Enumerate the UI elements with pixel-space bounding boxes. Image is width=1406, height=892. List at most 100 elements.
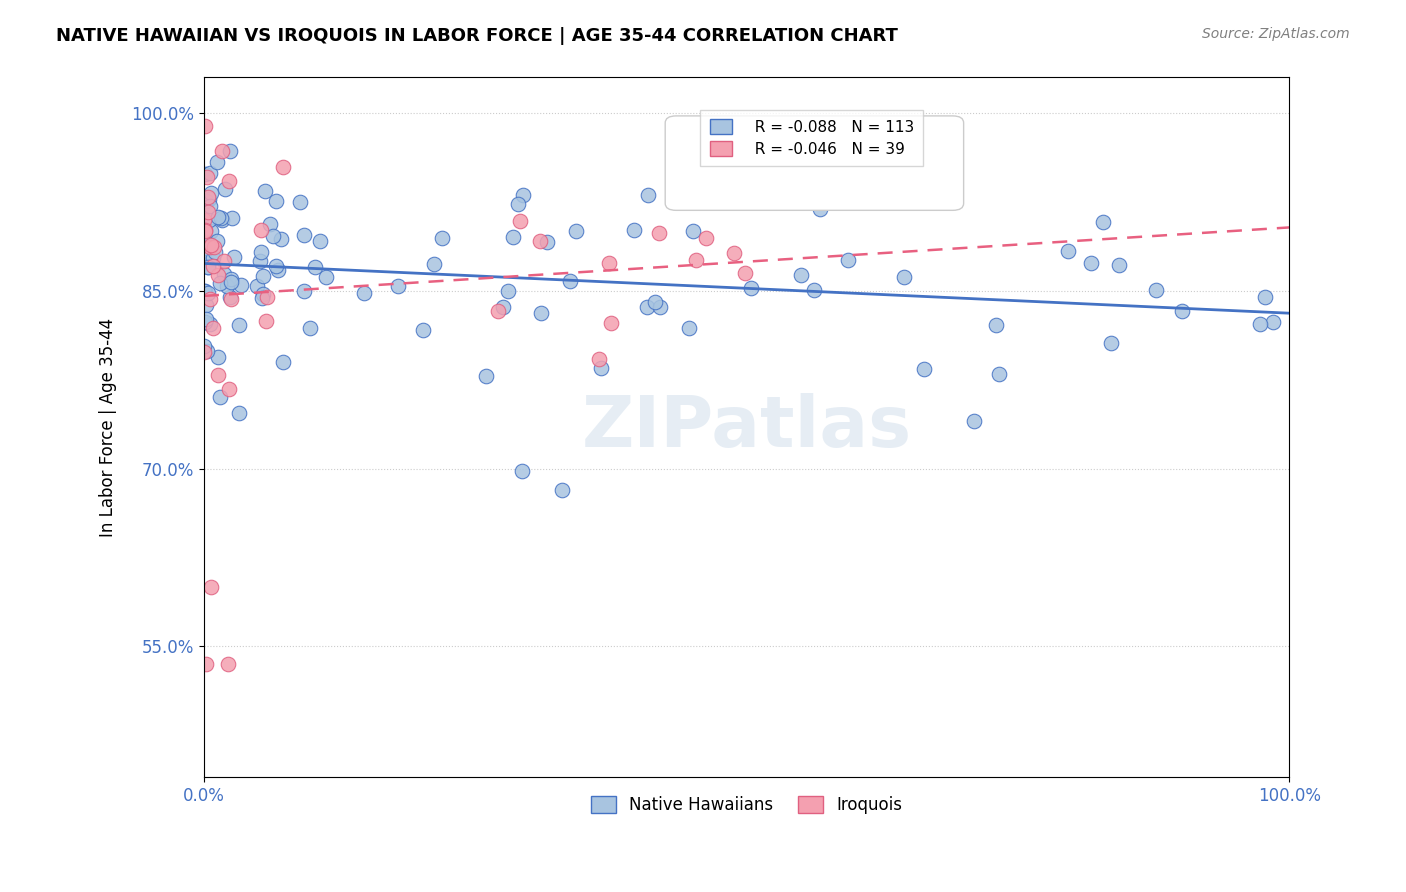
- Point: [637, 187, 659, 202]
- Point: [198, 240, 221, 254]
- Point: [219, 272, 242, 286]
- Point: [430, 230, 453, 244]
- Point: [231, 278, 253, 293]
- Point: [221, 211, 243, 225]
- Point: [912, 362, 935, 376]
- Point: [682, 224, 704, 238]
- Point: [309, 234, 332, 248]
- Point: [195, 312, 218, 326]
- Point: [252, 286, 274, 301]
- Point: [250, 244, 273, 259]
- Point: [200, 166, 222, 180]
- Point: [256, 290, 278, 304]
- Point: [266, 194, 288, 208]
- Point: [270, 232, 292, 246]
- Point: [197, 235, 219, 250]
- Point: [984, 318, 1007, 332]
- Point: [644, 295, 666, 310]
- Point: [492, 300, 515, 314]
- Point: [211, 144, 233, 158]
- Point: [253, 184, 276, 198]
- Point: [197, 260, 219, 275]
- Point: [496, 284, 519, 298]
- Point: [387, 279, 409, 293]
- Point: [197, 237, 219, 252]
- Point: [353, 285, 375, 300]
- Point: [201, 321, 224, 335]
- Point: [202, 240, 225, 254]
- Point: [1263, 315, 1285, 329]
- Point: [264, 259, 287, 273]
- Point: [600, 317, 623, 331]
- Point: [194, 194, 217, 208]
- Point: [512, 187, 534, 202]
- Point: [685, 252, 707, 267]
- Point: [740, 281, 762, 295]
- Point: [273, 160, 295, 174]
- Legend: Native Hawaiians, Iroquois: Native Hawaiians, Iroquois: [581, 787, 912, 824]
- Point: [1171, 304, 1194, 318]
- Point: [589, 360, 612, 375]
- Point: [218, 145, 240, 159]
- Point: [252, 268, 274, 283]
- Y-axis label: In Labor Force | Age 35-44: In Labor Force | Age 35-44: [100, 318, 117, 537]
- Point: [636, 300, 658, 314]
- Point: [200, 186, 222, 200]
- Point: [200, 580, 222, 594]
- Point: [558, 274, 581, 288]
- Point: [509, 214, 531, 228]
- Point: [208, 276, 231, 290]
- Point: [207, 210, 229, 224]
- Point: [195, 255, 218, 269]
- Point: [193, 120, 215, 134]
- Point: [204, 244, 226, 259]
- Point: [212, 254, 235, 268]
- Point: [288, 194, 311, 209]
- Point: [259, 217, 281, 231]
- Point: [193, 339, 215, 353]
- Point: [194, 315, 217, 329]
- Point: [588, 352, 610, 367]
- Point: [1092, 215, 1115, 229]
- Point: [486, 304, 509, 318]
- Point: [222, 250, 245, 264]
- Point: [423, 257, 446, 271]
- Point: [193, 284, 215, 298]
- Point: [695, 231, 717, 245]
- Point: [728, 176, 751, 190]
- Point: [1254, 290, 1277, 304]
- Point: [292, 285, 315, 299]
- Point: [193, 252, 215, 266]
- Point: [205, 234, 228, 248]
- Point: [197, 260, 219, 274]
- Point: [837, 252, 859, 267]
- Point: [200, 237, 222, 252]
- Point: [197, 286, 219, 301]
- Point: [228, 406, 250, 420]
- Point: [194, 657, 217, 672]
- Text: Source: ZipAtlas.com: Source: ZipAtlas.com: [1202, 27, 1350, 41]
- Point: [197, 212, 219, 227]
- Point: [193, 345, 215, 359]
- Point: [212, 267, 235, 281]
- Point: [200, 199, 222, 213]
- Point: [1057, 244, 1080, 259]
- Point: [299, 321, 322, 335]
- Point: [201, 259, 224, 273]
- Point: [217, 657, 239, 672]
- Point: [412, 323, 434, 337]
- Point: [209, 211, 232, 225]
- Point: [623, 223, 645, 237]
- Point: [1249, 317, 1271, 331]
- Point: [205, 154, 228, 169]
- Point: [218, 382, 240, 396]
- Point: [211, 213, 233, 227]
- Point: [207, 350, 229, 364]
- Point: [678, 320, 700, 334]
- Point: [648, 226, 671, 240]
- Point: [529, 234, 551, 248]
- Point: [893, 270, 915, 285]
- Point: [193, 221, 215, 235]
- Point: [250, 223, 273, 237]
- Point: [194, 167, 217, 181]
